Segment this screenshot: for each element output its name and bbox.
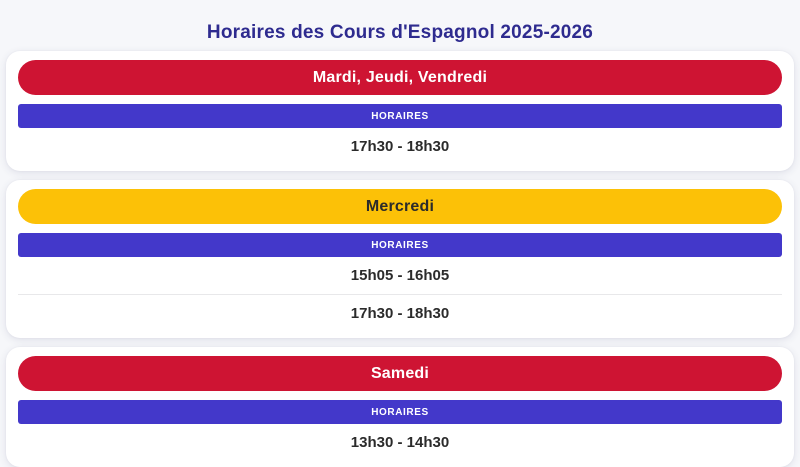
time-slot: 17h30 - 18h30 <box>350 305 450 322</box>
horaires-column-header: HORAIRES <box>18 400 782 424</box>
horaires-column-header: HORAIRES <box>18 233 782 257</box>
day-header-pill: Samedi <box>18 356 782 391</box>
horaires-column-header: HORAIRES <box>18 104 782 128</box>
day-header-pill: Mardi, Jeudi, Vendredi <box>18 60 782 95</box>
time-slot: 15h05 - 16h05 <box>18 257 782 295</box>
time-slot: 13h30 - 14h30 <box>350 434 450 451</box>
schedule-card-samedi: Samedi HORAIRES 13h30 - 14h30 <box>6 347 794 467</box>
day-header-pill: Mercredi <box>18 189 782 224</box>
schedule-card-mardi-jeudi-vendredi: Mardi, Jeudi, Vendredi HORAIRES 17h30 - … <box>6 51 794 171</box>
page-title: Horaires des Cours d'Espagnol 2025-2026 <box>206 22 594 43</box>
schedule-card-mercredi: Mercredi HORAIRES 15h05 - 16h05 17h30 - … <box>6 180 794 338</box>
time-slot: 17h30 - 18h30 <box>350 138 450 155</box>
